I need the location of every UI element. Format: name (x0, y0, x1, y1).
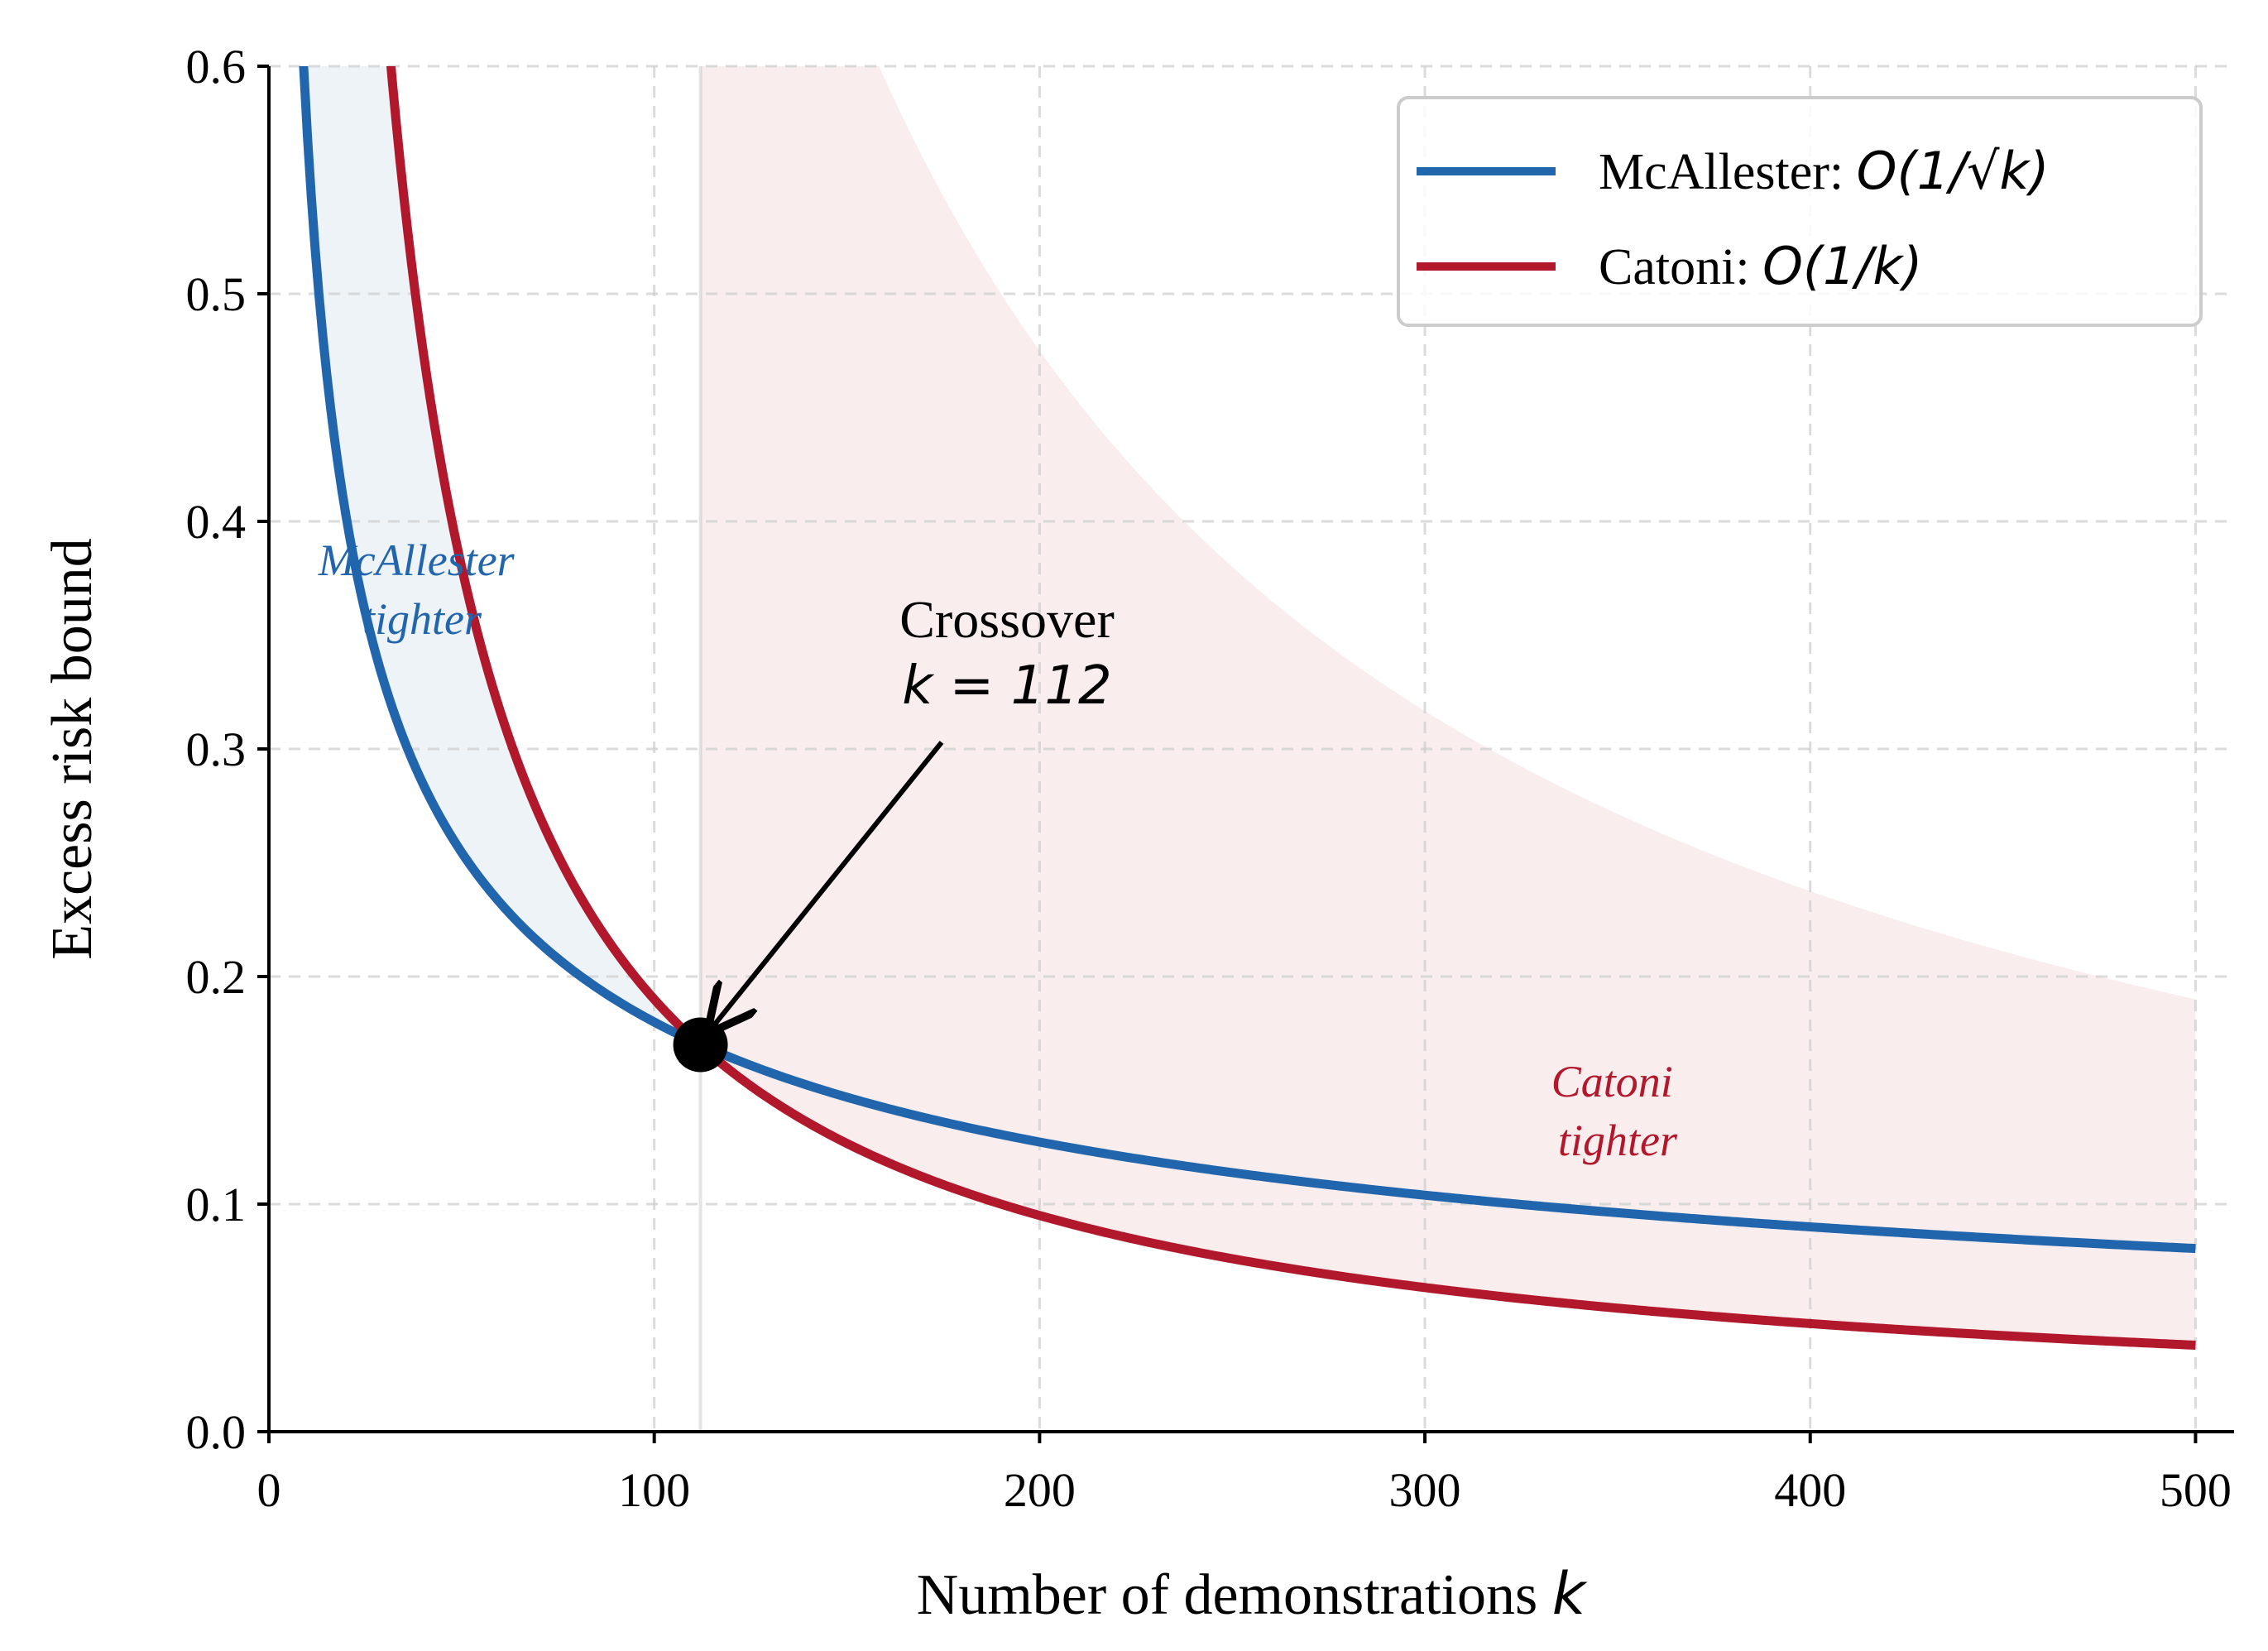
region-mcallester-tighter (303, 66, 701, 1046)
crossover-arrow (713, 741, 944, 1026)
y-ticks: 0.0 0.1 0.2 0.3 0.4 0.5 0.6 (186, 40, 269, 1459)
legend: McAllester: O(1/√k) Catoni: O(1/k) (1397, 96, 2203, 327)
y-tick-label: 0.4 (186, 495, 247, 549)
legend-entry-mcallester: McAllester: O(1/√k) (1599, 141, 2050, 201)
crossover-label: Crossover (899, 590, 1115, 649)
x-tick-label: 200 (1004, 1463, 1076, 1517)
crossover-value: k = 112 (902, 655, 1112, 717)
x-axis-title: Number of demonstrations k (917, 1560, 1588, 1628)
shaded-regions (303, 66, 2196, 1432)
crossover-point (673, 1017, 728, 1073)
series-lines (299, 66, 2197, 1350)
y-tick-label: 0.1 (186, 1178, 247, 1231)
y-axis-title: Excess risk bound (41, 538, 104, 959)
legend-frame (1397, 96, 2203, 327)
x-tick-label: 400 (1774, 1463, 1846, 1517)
series-line-catoni (386, 66, 2197, 1350)
x-ticks: 0 100 200 300 400 500 (257, 1432, 2232, 1517)
x-tick-label: 0 (257, 1463, 281, 1517)
region-label-mcallester: McAllester tighter (318, 535, 525, 644)
x-tick-label: 300 (1389, 1463, 1461, 1517)
region-catoni-tighter (700, 66, 2196, 1346)
y-tick-label: 0.5 (186, 267, 247, 321)
y-tick-label: 0.6 (186, 40, 247, 94)
y-tick-label: 0.3 (186, 722, 247, 776)
y-tick-label: 0.0 (186, 1405, 247, 1459)
y-tick-label: 0.2 (186, 950, 247, 1004)
series-line-mcallester (299, 66, 2197, 1254)
x-tick-label: 500 (2160, 1463, 2232, 1517)
legend-entry-catoni: Catoni: O(1/k) (1599, 236, 1922, 296)
region-label-catoni: Catoni tighter (1551, 1057, 1685, 1165)
x-tick-label: 100 (618, 1463, 690, 1517)
